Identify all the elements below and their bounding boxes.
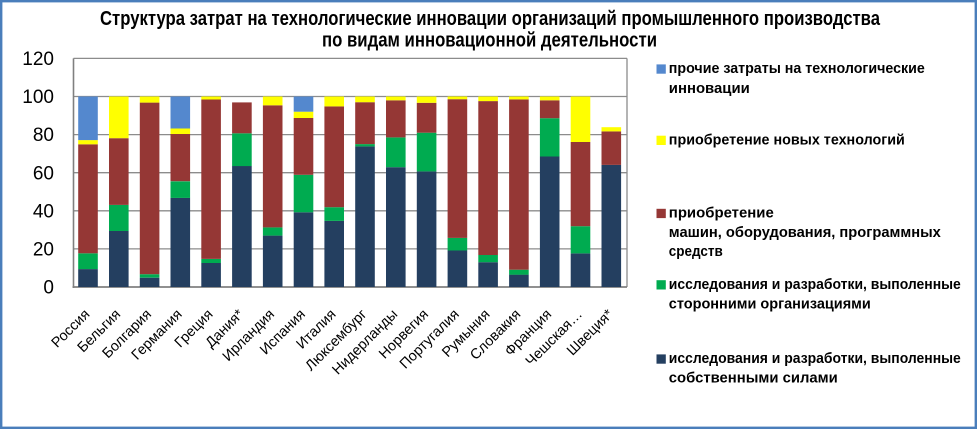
- svg-text:прочие затраты на технологичес: прочие затраты на технологические: [669, 61, 925, 77]
- svg-text:инновации: инновации: [669, 81, 750, 97]
- svg-text:по видам инновационной деятель: по видам инновационной деятельности: [322, 30, 657, 52]
- svg-text:приобретение новых технологий: приобретение новых технологий: [669, 133, 905, 149]
- svg-text:100: 100: [22, 87, 54, 108]
- svg-text:исследования и разработки, вып: исследования и разработки, выполенные: [669, 351, 961, 367]
- svg-text:40: 40: [33, 201, 54, 222]
- svg-text:приобретение: приобретение: [669, 206, 774, 222]
- svg-text:20: 20: [33, 240, 54, 261]
- svg-text:0: 0: [43, 278, 54, 299]
- svg-text:60: 60: [33, 163, 54, 184]
- svg-text:машин, оборудования, программн: машин, оборудования, программных: [669, 225, 941, 241]
- svg-text:сторонними организациями: сторонними организациями: [669, 296, 871, 312]
- svg-text:120: 120: [22, 49, 54, 70]
- svg-text:собственными силами: собственными силами: [669, 371, 838, 387]
- svg-text:исследования и разработки, вып: исследования и разработки, выполенные: [669, 277, 961, 293]
- svg-text:Структура затрат на технологич: Структура затрат на технологические инно…: [100, 8, 881, 30]
- svg-text:80: 80: [33, 125, 54, 146]
- svg-text:средств: средств: [669, 244, 723, 260]
